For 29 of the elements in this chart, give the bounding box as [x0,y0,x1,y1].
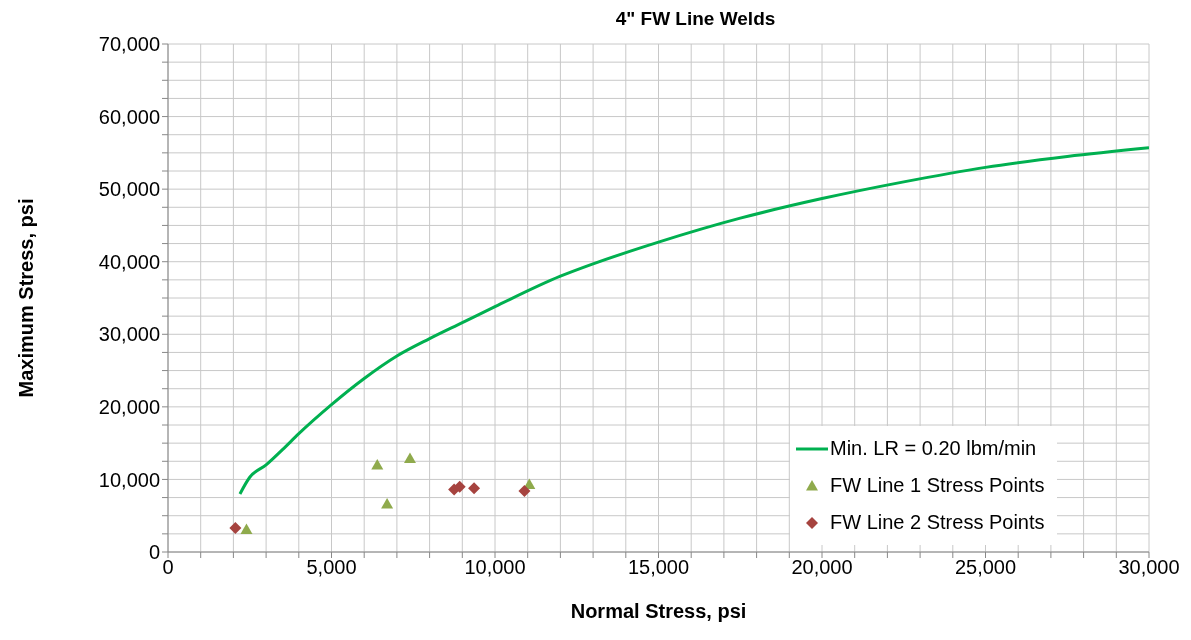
x-tick-label: 30,000 [1118,556,1180,579]
y-tick-label: 70,000 [98,33,160,56]
point [381,498,394,509]
x-tick-label: 25,000 [954,556,1017,579]
x-tick-label: 20,000 [791,556,853,579]
x-tick-label: 5,000 [306,556,357,579]
x-tick-label: 15,000 [627,556,690,579]
y-tick-label: 0 [148,541,160,564]
y-tick-label: 10,000 [98,468,160,491]
legend-label: Min. LR = 0.20 lbm/min [830,436,1037,461]
y-axis-title: Maximum Stress, psi [15,198,38,398]
point [240,523,253,534]
point [518,485,531,498]
point [403,452,416,463]
x-tick-label: 10,000 [464,556,526,579]
line-series [238,146,1149,496]
y-tick-label: 40,000 [98,250,160,273]
legend-label: FW Line 2 Stress Points [830,510,1045,535]
x-axis-title: Normal Stress, psi [570,600,747,622]
y-tick-label: 60,000 [98,105,160,128]
x-tick-label: 0 [162,556,174,579]
y-tick-label: 50,000 [98,178,160,201]
legend-label: FW Line 1 Stress Points [830,473,1045,498]
y-tick-label: 20,000 [98,395,160,418]
point [229,522,242,535]
chart-title: 4" FW Line Welds [614,8,777,31]
point [371,458,384,470]
y-tick-label: 30,000 [98,323,160,346]
point [468,482,481,495]
